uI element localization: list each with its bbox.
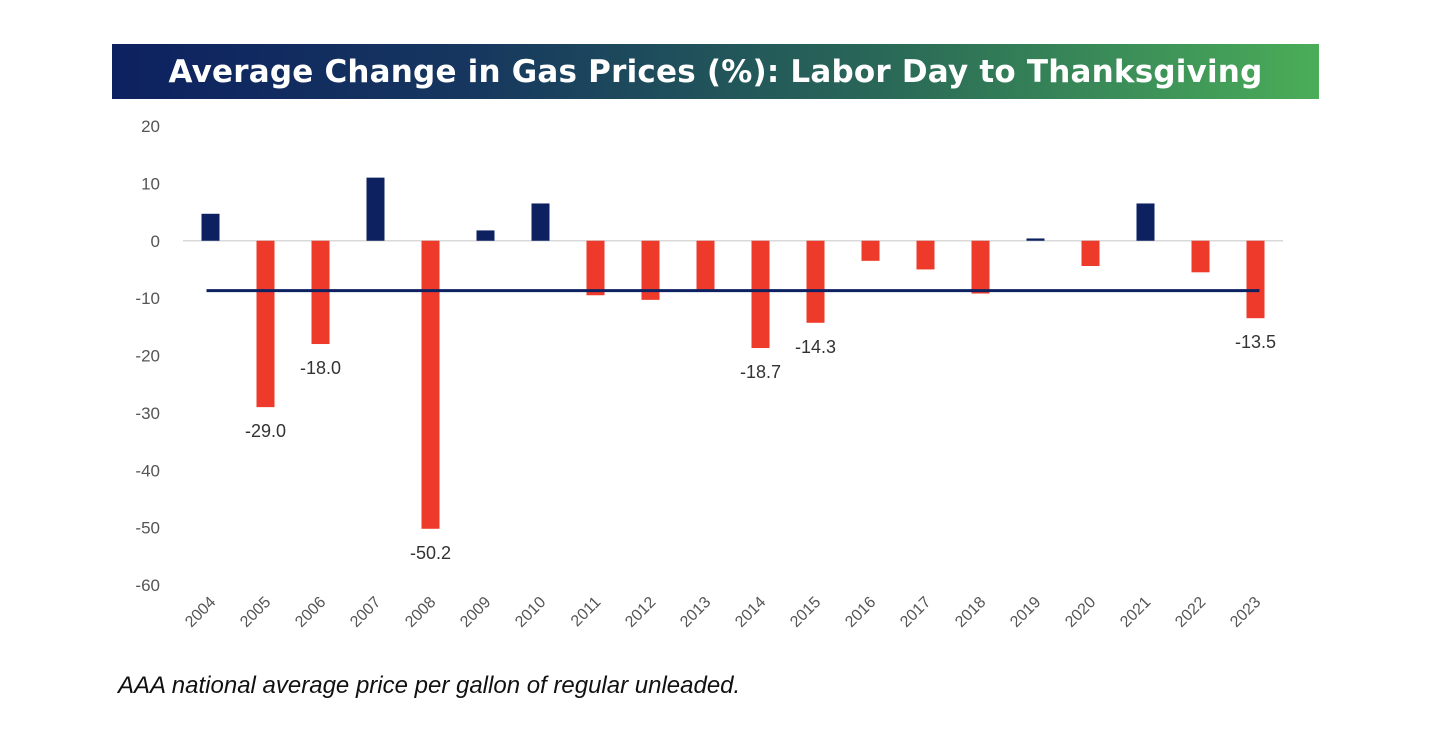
chart-footnote: AAA national average price per gallon of… <box>118 672 741 699</box>
bar-2009 <box>476 230 495 241</box>
x-tick-label: 2013 <box>677 594 714 631</box>
x-tick-label: 2023 <box>1227 594 1264 631</box>
y-tick-label: 0 <box>151 232 160 251</box>
x-tick-label: 2012 <box>622 594 659 631</box>
y-tick-label: -50 <box>135 519 160 538</box>
bar-2013 <box>696 240 715 290</box>
x-tick-label: 2006 <box>292 594 329 631</box>
data-label-2015: -14.3 <box>795 337 836 357</box>
bar-2010 <box>531 203 550 241</box>
bar-2019 <box>1026 238 1045 241</box>
x-tick-label: 2010 <box>512 594 549 631</box>
y-tick-label: -10 <box>135 289 160 308</box>
x-tick-label: 2009 <box>457 594 494 631</box>
x-tick-label: 2021 <box>1117 594 1154 631</box>
x-tick-label: 2011 <box>568 594 604 630</box>
bar-2005 <box>256 240 275 408</box>
x-tick-label: 2005 <box>237 594 274 631</box>
bar-2017 <box>916 240 935 270</box>
x-tick-label: 2007 <box>347 594 384 631</box>
x-tick-label: 2008 <box>402 594 439 631</box>
x-tick-label: 2004 <box>182 594 219 631</box>
data-label-2008: -50.2 <box>410 543 451 563</box>
bar-2004 <box>201 213 220 241</box>
data-label-2014: -18.7 <box>740 362 781 382</box>
x-tick-label: 2014 <box>732 594 769 631</box>
chart-title-bar: Average Change in Gas Prices (%): Labor … <box>112 44 1319 99</box>
bar-2011 <box>586 240 605 296</box>
bar-2018 <box>971 240 990 294</box>
y-tick-label: 10 <box>141 174 160 193</box>
data-label-2023: -13.5 <box>1235 332 1276 352</box>
x-tick-label: 2018 <box>952 594 989 631</box>
x-tick-label: 2016 <box>842 594 879 631</box>
bar-2021 <box>1136 203 1155 241</box>
y-tick-label: 20 <box>141 117 160 136</box>
y-tick-label: -40 <box>135 461 160 480</box>
x-tick-label: 2020 <box>1062 594 1099 631</box>
y-tick-label: -30 <box>135 404 160 423</box>
chart-title: Average Change in Gas Prices (%): Labor … <box>168 53 1263 90</box>
bar-2016 <box>861 240 880 261</box>
bar-2020 <box>1081 240 1100 266</box>
data-label-2005: -29.0 <box>245 421 286 441</box>
x-tick-label: 2015 <box>787 594 824 631</box>
y-tick-label: -60 <box>135 576 160 595</box>
bar-2008 <box>421 240 440 529</box>
y-tick-label: -20 <box>135 347 160 366</box>
x-tick-label: 2017 <box>897 594 934 631</box>
bar-2015 <box>806 240 825 323</box>
bar-2007 <box>366 177 385 241</box>
bar-2006 <box>311 240 330 345</box>
bar-2014 <box>751 240 770 349</box>
x-tick-label: 2022 <box>1172 594 1209 631</box>
bar-2012 <box>641 240 660 300</box>
bar-2023 <box>1246 240 1265 319</box>
bar-2022 <box>1191 240 1210 273</box>
data-label-2006: -18.0 <box>300 358 341 378</box>
x-tick-label: 2019 <box>1007 594 1044 631</box>
